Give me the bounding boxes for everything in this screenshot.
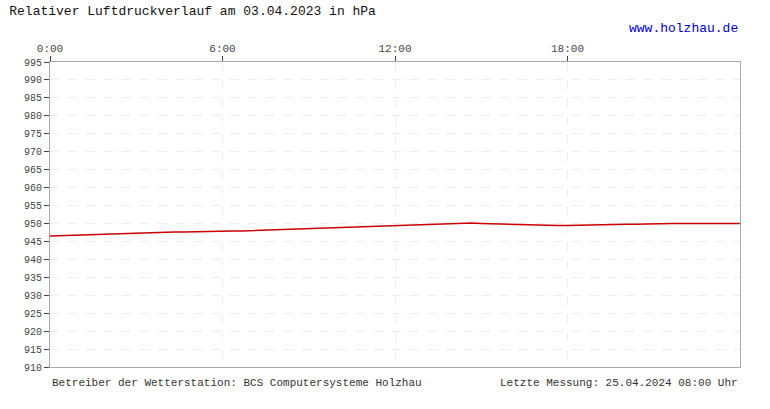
svg-text:990: 990: [24, 75, 42, 86]
svg-text:915: 915: [24, 345, 42, 356]
svg-text:Letzte Messung: 25.04.2024 08:: Letzte Messung: 25.04.2024 08:00 Uhr: [500, 377, 738, 389]
svg-text:6:00: 6:00: [209, 43, 235, 55]
svg-text:930: 930: [24, 291, 42, 302]
svg-text:940: 940: [24, 255, 42, 266]
svg-text:975: 975: [24, 129, 42, 140]
svg-text:935: 935: [24, 273, 42, 284]
svg-text:925: 925: [24, 309, 42, 320]
svg-text:Betreiber der Wetterstation: B: Betreiber der Wetterstation: BCS Compute…: [52, 377, 422, 389]
svg-text:18:00: 18:00: [551, 43, 584, 55]
svg-text:www.holzhau.de: www.holzhau.de: [629, 21, 738, 36]
svg-text:970: 970: [24, 147, 42, 158]
svg-text:12:00: 12:00: [378, 43, 411, 55]
svg-text:0:00: 0:00: [37, 43, 63, 55]
svg-text:965: 965: [24, 165, 42, 176]
svg-text:920: 920: [24, 327, 42, 338]
svg-text:960: 960: [24, 183, 42, 194]
svg-text:980: 980: [24, 111, 42, 122]
svg-text:995: 995: [24, 58, 42, 69]
svg-text:Relativer Luftdruckverlauf am: Relativer Luftdruckverlauf am 03.04.2023…: [9, 4, 376, 19]
svg-text:950: 950: [24, 219, 42, 230]
svg-text:985: 985: [24, 93, 42, 104]
svg-text:955: 955: [24, 201, 42, 212]
svg-text:910: 910: [24, 363, 42, 374]
svg-text:945: 945: [24, 237, 42, 248]
